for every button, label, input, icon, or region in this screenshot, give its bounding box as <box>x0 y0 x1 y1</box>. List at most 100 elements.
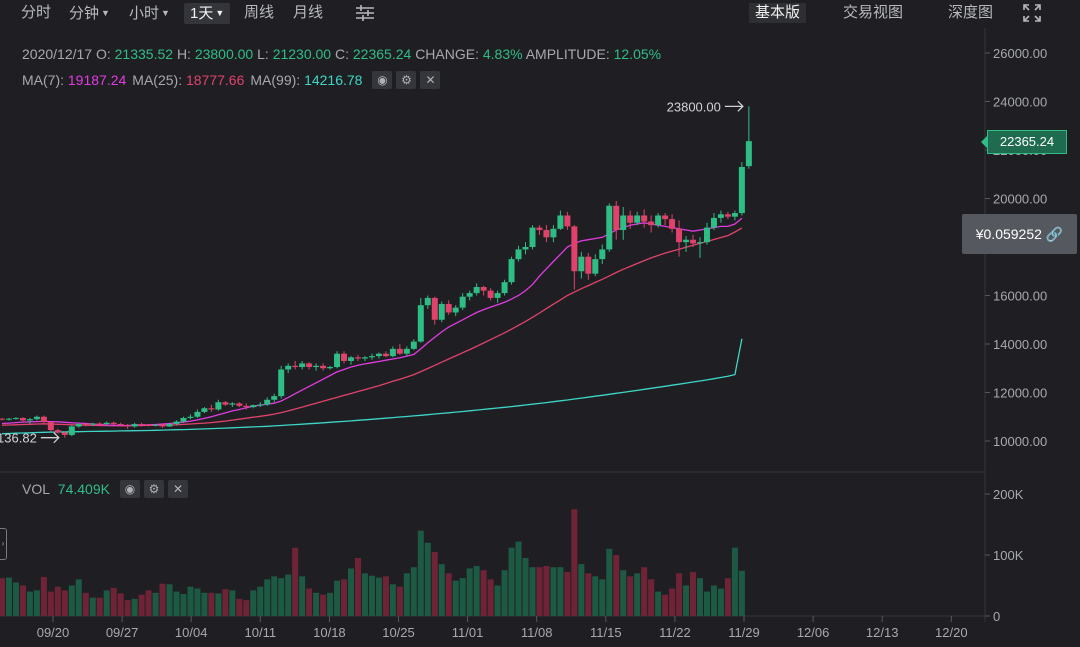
candle-body <box>152 424 159 426</box>
candle-body <box>710 217 717 228</box>
volume-bar <box>710 585 717 616</box>
volume-bar <box>334 580 341 616</box>
eye-icon[interactable]: ◉ <box>372 71 393 89</box>
tab-timeshare[interactable]: 分时 <box>21 4 52 21</box>
close-label: C: <box>335 46 349 62</box>
volume-bar <box>159 583 166 616</box>
volume-bar <box>724 578 731 616</box>
candle-body <box>375 353 382 357</box>
candle-body <box>54 430 61 433</box>
candle-body <box>738 166 745 214</box>
tab-month[interactable]: 月线 <box>293 4 324 21</box>
volume-bar <box>424 542 431 616</box>
volume-bar <box>348 568 354 616</box>
x-tick-label: 11/01 <box>452 625 484 640</box>
view-depth-button[interactable]: 深度图 <box>948 4 994 21</box>
candle-body <box>382 353 389 357</box>
candle-body <box>257 404 264 406</box>
volume-bar <box>648 579 655 616</box>
x-tick-label: 09/20 <box>37 625 70 640</box>
volume-bar <box>285 574 292 616</box>
eye-icon[interactable]: ◉ <box>119 480 140 498</box>
view-tradingview-button[interactable]: 交易视图 <box>843 4 904 21</box>
volume-bar <box>152 592 159 616</box>
volume-bar <box>110 587 117 616</box>
gear-icon[interactable]: ⚙ <box>396 71 417 89</box>
y-tick-label: 10000.00 <box>993 434 1047 449</box>
candle-body <box>26 419 33 421</box>
candle-body <box>550 228 557 238</box>
x-tick-label: 10/18 <box>313 625 346 640</box>
volume-bar <box>396 586 403 616</box>
candle-body <box>508 259 515 283</box>
candle-body <box>585 256 592 274</box>
candle-body <box>438 303 445 320</box>
tab-hour[interactable]: 小时 ▼ <box>129 3 170 24</box>
low-value: 21230.00 <box>272 46 332 62</box>
candle-body <box>201 408 208 412</box>
volume-bar <box>257 586 264 616</box>
volume-bar <box>599 579 606 616</box>
candle-body <box>703 227 710 243</box>
volume-bar <box>375 577 382 616</box>
close-icon[interactable]: ✕ <box>420 71 441 89</box>
volume-bar <box>236 598 243 616</box>
volume-bar <box>47 591 54 616</box>
settings-sliders-icon[interactable] <box>354 3 376 29</box>
tab-week[interactable]: 周线 <box>244 4 275 21</box>
candle-body <box>348 357 354 361</box>
tab-minute[interactable]: 分钟 ▼ <box>69 3 110 24</box>
volume-bar <box>306 588 313 616</box>
x-tick-label: 11/15 <box>590 625 622 640</box>
volume-bar <box>487 579 494 616</box>
ohlc-date: 2020/12/17 <box>22 46 93 62</box>
link-icon: 🔗 <box>1045 226 1064 242</box>
volume-bar <box>19 585 26 616</box>
candle-body <box>33 416 40 420</box>
volume-bar <box>327 592 334 616</box>
candle-body <box>131 424 138 427</box>
volume-bar <box>33 590 40 616</box>
ma7-line <box>1 217 743 427</box>
low-label: L: <box>257 46 269 62</box>
candle-body <box>557 215 564 229</box>
candle-body <box>396 348 403 354</box>
close-icon[interactable]: ✕ <box>167 480 188 498</box>
volume-bar <box>131 598 138 616</box>
sidebar-expand-handle[interactable]: › <box>0 528 7 560</box>
volume-bar <box>515 541 522 616</box>
candle-body <box>641 215 648 222</box>
volume-bar <box>697 578 703 616</box>
candle-body <box>473 287 480 294</box>
volume-bar <box>571 509 578 616</box>
volume-bar <box>613 555 620 616</box>
ma25-label: MA(25): <box>132 72 183 88</box>
candle-body <box>12 417 19 419</box>
tab-1day-label: 1天 <box>190 5 214 22</box>
view-basic-button[interactable]: 基本版 <box>749 3 807 23</box>
candle-body <box>222 402 229 405</box>
candle-body <box>564 215 571 227</box>
gear-icon[interactable]: ⚙ <box>143 480 164 498</box>
fullscreen-icon[interactable] <box>1022 3 1042 29</box>
y-tick-label: 20000.00 <box>993 192 1047 207</box>
volume-bar <box>264 579 271 616</box>
volume-bar <box>138 594 145 616</box>
cny-price-tag[interactable]: ¥0.059252 🔗 <box>962 214 1077 254</box>
candle-body <box>648 221 655 226</box>
candle-body <box>389 348 396 357</box>
candle-body <box>480 287 487 291</box>
amplitude-value: 12.05% <box>613 46 662 62</box>
volume-bar <box>676 573 683 616</box>
candle-body <box>627 215 634 223</box>
timeframe-toolbar: 分时 分钟 ▼ 小时 ▼ 1天 ▼ 周线 月线 基本版 交易视图 深度图 <box>0 0 1080 26</box>
volume-bar <box>731 547 738 616</box>
candle-body <box>61 432 68 435</box>
tab-1day[interactable]: 1天 ▼ <box>184 3 231 24</box>
volume-bar <box>54 586 61 616</box>
x-tick-label: 10/04 <box>175 625 208 640</box>
candle-body <box>40 416 47 423</box>
candle-body <box>320 365 327 369</box>
volume-bar <box>662 594 669 616</box>
